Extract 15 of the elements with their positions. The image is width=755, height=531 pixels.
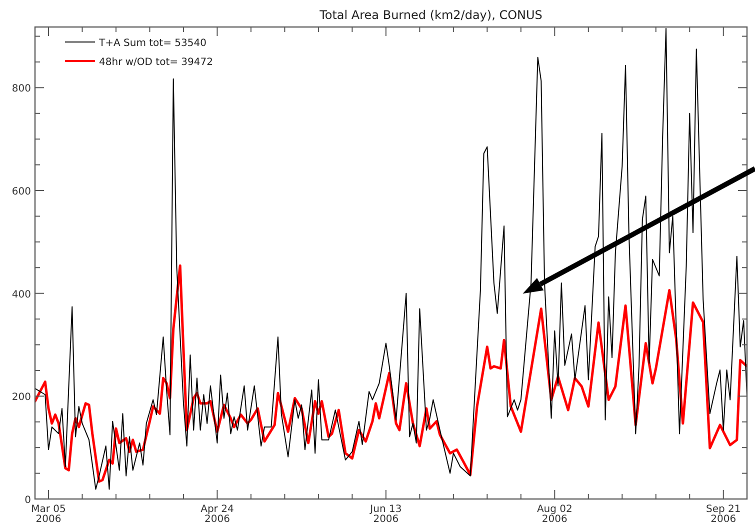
- line-series: [35, 28, 747, 490]
- x-tick-label: Jun 13 2006: [369, 504, 402, 525]
- y-tick-label: 200: [12, 392, 31, 404]
- x-tick-label: Aug 02 2006: [536, 504, 572, 525]
- legend-label: T+A Sum tot= 53540: [98, 38, 206, 49]
- y-tick-label: 600: [12, 186, 31, 198]
- chart-title: Total Area Burned (km2/day), CONUS: [318, 8, 542, 22]
- x-tick-label: Apr 24 2006: [200, 504, 234, 525]
- y-tick-label: 800: [12, 84, 31, 95]
- line-series: [35, 264, 747, 483]
- x-tick-label: Mar 05 2006: [31, 504, 66, 525]
- y-tick-label: 0: [24, 495, 31, 506]
- x-tick-label: Sep 21 2006: [706, 504, 741, 525]
- y-tick-label: 400: [12, 289, 31, 300]
- legend-label: 48hr w/OD tot= 39472: [99, 57, 213, 68]
